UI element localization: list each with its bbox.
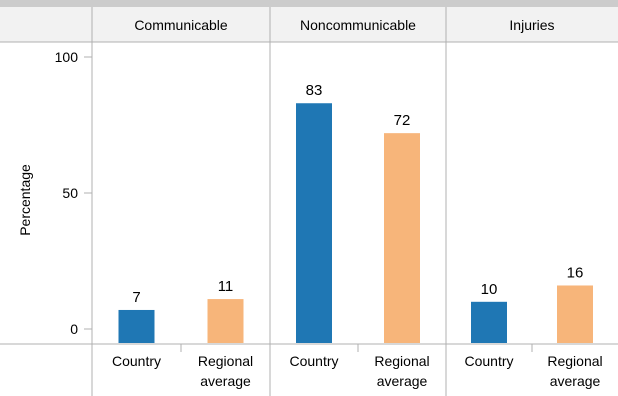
- y-tick-label: 50: [62, 185, 78, 201]
- bar-value-label: 10: [481, 281, 498, 298]
- category-labels: Country Regional average Country Regional ave…: [112, 344, 603, 389]
- category-label: Country: [289, 353, 338, 369]
- bar-value-label: 83: [306, 82, 323, 99]
- y-tick-label: 0: [70, 321, 78, 337]
- bar-country-injuries: [471, 301, 507, 343]
- bar-regional-injuries: [557, 285, 593, 343]
- bar-value-label: 72: [394, 112, 411, 129]
- category-label: Regional: [374, 353, 429, 369]
- bar-value-label: 11: [218, 278, 234, 295]
- y-axis-title: Percentage: [17, 164, 33, 236]
- y-tick-label: 100: [55, 49, 79, 65]
- category-label: Country: [112, 353, 161, 369]
- category-label: Country: [464, 353, 513, 369]
- top-band: [0, 0, 618, 7]
- category-label: Regional: [547, 353, 602, 369]
- bar-value-label: 7: [132, 289, 140, 306]
- facet-header-background: [0, 7, 618, 42]
- category-label: average: [550, 373, 601, 389]
- bar-value-label: 16: [567, 264, 584, 281]
- facet-header-row: Communicable Noncommunicable Injuries: [0, 7, 618, 43]
- category-label: average: [377, 373, 428, 389]
- bar-country-noncommunicable: [296, 103, 332, 344]
- bars: 7 11 83 72 10 16: [118, 82, 593, 344]
- facet-label-noncommunicable: Noncommunicable: [300, 17, 416, 33]
- facet-label-injuries: Injuries: [509, 17, 554, 33]
- facet-label-communicable: Communicable: [134, 17, 228, 33]
- category-label: average: [200, 373, 251, 389]
- bar-regional-communicable: [207, 299, 244, 343]
- plot-panels: [0, 7, 618, 396]
- bar-regional-noncommunicable: [384, 133, 420, 343]
- bar-country-communicable: [118, 309, 155, 343]
- y-axis: Percentage 0 50 100: [17, 49, 92, 337]
- category-label: Regional: [198, 353, 253, 369]
